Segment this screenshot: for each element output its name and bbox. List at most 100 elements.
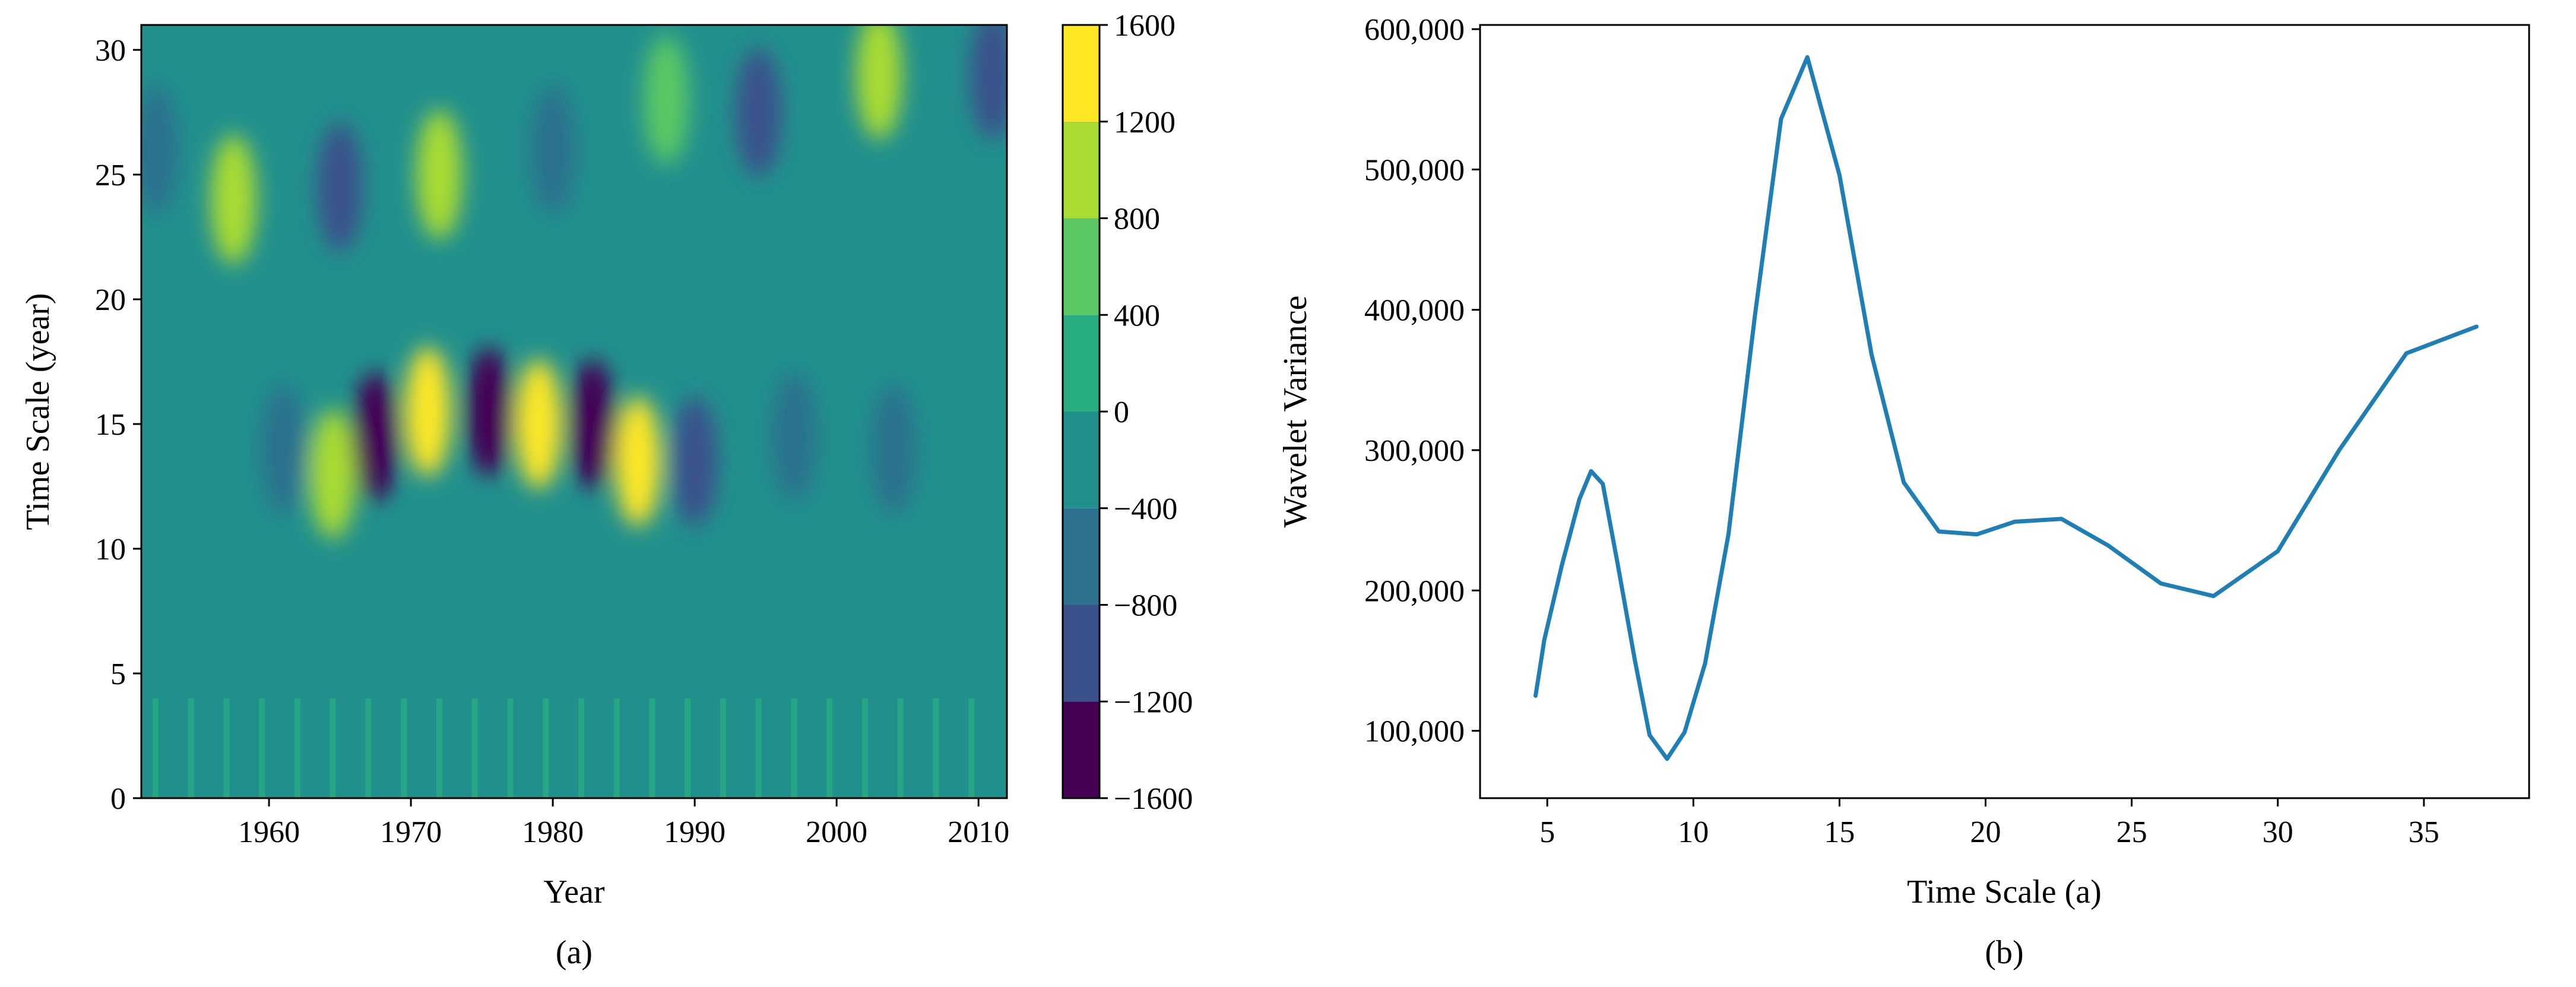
line-x-tick-label: 20 <box>1970 815 2001 849</box>
colorbar-axis: −1600 −1200 −800 −400 0 400 800 1200 1600 <box>1100 9 1193 816</box>
heatmap-small-scale-band <box>170 698 176 798</box>
heatmap-y-axis: 0 5 10 15 20 25 30 <box>95 34 141 816</box>
colorbar-tick-label: 400 <box>1114 299 1160 333</box>
line-plot-area <box>1533 55 2479 761</box>
heatmap-y-tick-label: 10 <box>95 533 126 567</box>
panel-b: 5 10 15 20 25 30 35 100,000 200,000 300,000 400,0… <box>1277 13 2530 971</box>
heatmap-x-axis: 1960 1970 1980 1990 2000 2010 <box>238 798 1009 849</box>
colorbar-tick-label: −800 <box>1114 589 1177 623</box>
heatmap-y-tick-label: 5 <box>110 657 126 691</box>
heatmap-small-scale-band <box>861 698 868 798</box>
line-y-tick-label: 100,000 <box>1364 715 1465 749</box>
heatmap-contour-region <box>569 359 616 489</box>
heatmap-small-scale-band <box>454 698 460 798</box>
heatmap-x-tick-label: 1990 <box>664 815 725 849</box>
heatmap-contour-region <box>416 109 462 240</box>
heatmap-contour-region <box>530 84 576 215</box>
heatmap-contour-region <box>466 346 512 477</box>
heatmap-small-scale-band <box>329 698 336 798</box>
heatmap-small-scale-band <box>471 698 478 798</box>
line-x-tick-label: 25 <box>2116 815 2147 849</box>
heatmap-small-scale-band <box>543 698 549 798</box>
heatmap-small-scale-band <box>595 698 602 798</box>
heatmap-small-scale-band <box>702 698 709 798</box>
heatmap-small-scale-band <box>950 698 957 798</box>
colorbar-tick-label: 0 <box>1114 396 1129 429</box>
heatmap-y-tick-label: 20 <box>95 283 126 317</box>
heatmap-small-scale-band <box>755 698 762 798</box>
heatmap-x-axis-title: Year <box>543 874 605 910</box>
heatmap-small-scale-band <box>791 698 797 798</box>
colorbar-segment <box>1063 701 1100 798</box>
colorbar-segment <box>1063 218 1100 315</box>
heatmap-small-scale-band <box>401 698 407 798</box>
series-line-wavelet-variance <box>1533 55 2479 761</box>
panel-a: 1960 1970 1980 1990 2000 2010 0 5 10 15 20 25 30 Ye… <box>20 9 1193 971</box>
heatmap-small-scale-band <box>826 698 833 798</box>
colorbar-segment <box>1063 508 1100 605</box>
heatmap-contour-region <box>310 409 356 539</box>
heatmap-small-scale-band <box>507 698 514 798</box>
heatmap-small-scale-band <box>897 698 904 798</box>
line-x-tick-label: 30 <box>2263 815 2293 849</box>
heatmap-small-scale-band <box>613 698 620 798</box>
colorbar-tick-label: 1600 <box>1114 9 1175 43</box>
heatmap-contour-blobs <box>141 25 1007 539</box>
heatmap-small-scale-band <box>649 698 655 798</box>
heatmap-small-scale-band <box>294 698 300 798</box>
heatmap-small-scale-band <box>205 698 212 798</box>
colorbar-segment <box>1063 121 1100 219</box>
line-x-tick-label: 35 <box>2409 815 2439 849</box>
heatmap-small-scale-band <box>277 698 283 798</box>
heatmap-small-scale-band <box>365 698 372 798</box>
heatmap-contour-region <box>405 346 451 477</box>
line-x-axis: 5 10 15 20 25 30 35 <box>1539 798 2439 849</box>
heatmap-y-tick-label: 25 <box>95 159 126 192</box>
panel-b-caption: (b) <box>1985 934 2023 971</box>
panel-a-caption: (a) <box>556 934 592 971</box>
heatmap-contour-region <box>260 384 306 514</box>
heatmap-small-scale-band <box>223 698 230 798</box>
heatmap-small-scale-band <box>968 698 975 798</box>
colorbar-segment <box>1063 315 1100 412</box>
heatmap-small-scale-band <box>578 698 584 798</box>
heatmap-small-scale-band <box>773 698 780 798</box>
heatmap-small-scale-band <box>152 698 159 798</box>
line-x-tick-label: 5 <box>1539 815 1555 849</box>
heatmap-y-axis-title: Time Scale (year) <box>20 293 56 530</box>
heatmap-contour-region <box>736 47 781 178</box>
heatmap-small-scale-band <box>667 698 673 798</box>
heatmap-x-tick-label: 1980 <box>522 815 584 849</box>
heatmap-small-scale-band <box>419 698 425 798</box>
heatmap-contour-region <box>870 384 917 514</box>
heatmap-x-tick-label: 2000 <box>806 815 867 849</box>
heatmap-small-scale-band <box>986 698 993 798</box>
heatmap-contour-region <box>969 25 1007 140</box>
heatmap-contour-region <box>671 396 718 527</box>
heatmap-small-scale-band <box>915 698 921 798</box>
heatmap-small-scale-band <box>347 698 354 798</box>
heatmap-small-scale-band <box>525 698 531 798</box>
colorbar-segment <box>1063 605 1100 702</box>
heatmap-small-scale-band <box>685 698 691 798</box>
heatmap-contour-region <box>644 34 689 165</box>
heatmap-small-scale-band <box>809 698 815 798</box>
colorbar-tick-label: −1600 <box>1114 782 1193 816</box>
heatmap-x-tick-label: 1970 <box>380 815 442 849</box>
line-y-tick-label: 200,000 <box>1364 574 1465 608</box>
line-plot-frame <box>1479 24 2530 799</box>
heatmap-frame <box>140 24 1008 799</box>
heatmap-small-scale-band <box>737 698 744 798</box>
heatmap-contour-region <box>211 134 256 265</box>
heatmap-small-scale-band <box>241 698 248 798</box>
line-y-axis: 100,000 200,000 300,000 400,000 500,000 600,0… <box>1364 13 1480 749</box>
heatmap-contour-region <box>317 122 363 252</box>
heatmap-contour-region <box>771 371 817 502</box>
line-x-axis-title: Time Scale (a) <box>1907 874 2102 910</box>
line-y-tick-label: 500,000 <box>1364 153 1465 187</box>
line-x-tick-label: 15 <box>1824 815 1855 849</box>
line-y-axis-title: Wavelet Variance <box>1277 296 1314 528</box>
heatmap-small-scale-band <box>933 698 939 798</box>
line-y-tick-label: 600,000 <box>1364 13 1465 47</box>
